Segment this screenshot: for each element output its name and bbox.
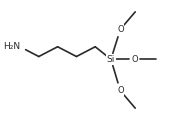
Text: H₂N: H₂N (3, 42, 20, 51)
Text: O: O (117, 86, 124, 95)
Text: O: O (117, 25, 124, 34)
Text: O: O (132, 55, 139, 64)
Text: Si: Si (107, 55, 115, 64)
